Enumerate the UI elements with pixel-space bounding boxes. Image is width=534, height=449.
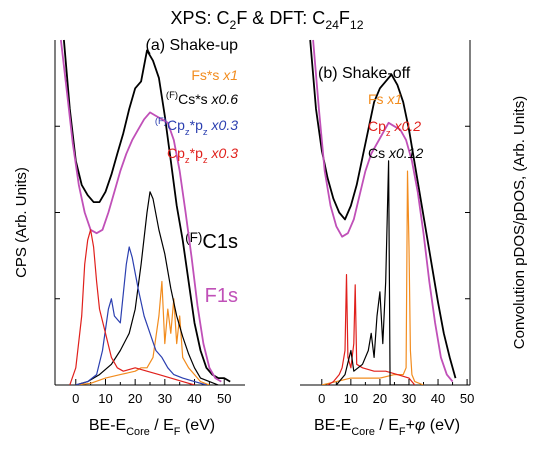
x-tick-label: 0 (72, 391, 79, 406)
text-part: x0.3 (211, 117, 239, 133)
text-part: Cs*s (178, 91, 211, 107)
text-part: z (203, 155, 208, 166)
text-part: *p (190, 117, 203, 133)
series-label: (F)C1s (185, 230, 238, 253)
series-line (335, 160, 409, 385)
text-part: BE-E (89, 417, 126, 434)
text-part: 24 (325, 18, 339, 32)
text-part: Fs*s (191, 67, 223, 83)
text-part: + (406, 417, 415, 434)
x-tick-label: 30 (158, 391, 172, 406)
series-label: Fs*s x1 (191, 67, 238, 83)
x-tick-label: 20 (373, 391, 387, 406)
x-tick-label: 40 (431, 391, 445, 406)
series-label: Cpz x0.2 (368, 118, 421, 139)
panel-title: (a) Shake-up (146, 37, 239, 54)
panel-title: (b) Shake-off (318, 65, 411, 82)
x-tick-label: 30 (402, 391, 416, 406)
text-part: (F) (155, 116, 167, 127)
series-line (75, 246, 207, 385)
series-line (60, 39, 222, 383)
series-line (309, 39, 457, 379)
y-axis-label: CPS (Arb. Units) (13, 167, 30, 278)
chart-title: XPS: C2F & DFT: C24F12 (170, 8, 363, 32)
series-line (321, 170, 424, 385)
x-tick-label: 20 (128, 391, 142, 406)
text-part: Core (126, 426, 150, 438)
text-part: x0.12 (388, 145, 423, 161)
text-part: / E (375, 417, 399, 434)
text-part: *p (190, 145, 203, 161)
text-part: x0.6 (211, 91, 239, 107)
series-line (327, 274, 416, 385)
x-axis-label: BE-ECore / EF (eV) (89, 417, 215, 438)
series-label: F1s (205, 285, 238, 307)
series-label: Fs x1 (368, 91, 402, 107)
text-part: XPS: C (170, 8, 229, 28)
x-tick-label: 10 (344, 391, 358, 406)
series-label: Cpz*pz x0.3 (167, 145, 238, 166)
text-part: F1s (205, 285, 238, 307)
x-axis-label: BE-ECore / EF+φ (eV) (314, 417, 460, 438)
text-part: z (386, 128, 391, 139)
text-part: z (185, 127, 190, 138)
text-part: F & DFT: C (236, 8, 325, 28)
text-part: z (203, 127, 208, 138)
text-part: z (185, 155, 190, 166)
series-label: (F)Cs*s x0.6 (166, 90, 238, 107)
x-tick-label: 50 (217, 391, 231, 406)
text-part: (F) (166, 90, 178, 101)
series-line (75, 191, 219, 385)
x-tick-label: 40 (187, 391, 201, 406)
text-part: BE-E (314, 417, 351, 434)
text-part: 12 (350, 18, 364, 32)
series-label: Cs x0.12 (368, 145, 423, 161)
text-part: (eV) (425, 417, 460, 434)
series-label: (F)Cpz*pz x0.3 (155, 116, 238, 138)
text-part: F (399, 426, 406, 438)
series-line (69, 229, 195, 385)
text-part: F (339, 8, 350, 28)
x-tick-label: 10 (98, 391, 112, 406)
y-axis-label: Convolution pDOS/pDOS, (Arb. Units) (511, 96, 528, 349)
text-part: Fs (368, 91, 387, 107)
text-part: (eV) (180, 417, 215, 434)
text-part: φ (415, 417, 425, 434)
text-part: x0.2 (394, 118, 422, 134)
text-part: / E (150, 417, 174, 434)
text-part: Cp (167, 145, 185, 161)
text-part: x1 (222, 67, 238, 83)
series-line (75, 280, 210, 385)
series-line (312, 39, 454, 383)
text-part: F (174, 426, 181, 438)
x-tick-label: 50 (460, 391, 474, 406)
text-part: 2 (230, 18, 237, 32)
text-part: x1 (386, 91, 402, 107)
text-part: Core (351, 426, 375, 438)
text-part: Cp (368, 118, 386, 134)
text-part: x0.3 (211, 145, 239, 161)
text-part: C1s (202, 231, 238, 253)
series-line (63, 39, 231, 383)
text-part: Cs (368, 145, 389, 161)
text-part: Cp (167, 117, 185, 133)
x-tick-label: 0 (318, 391, 325, 406)
